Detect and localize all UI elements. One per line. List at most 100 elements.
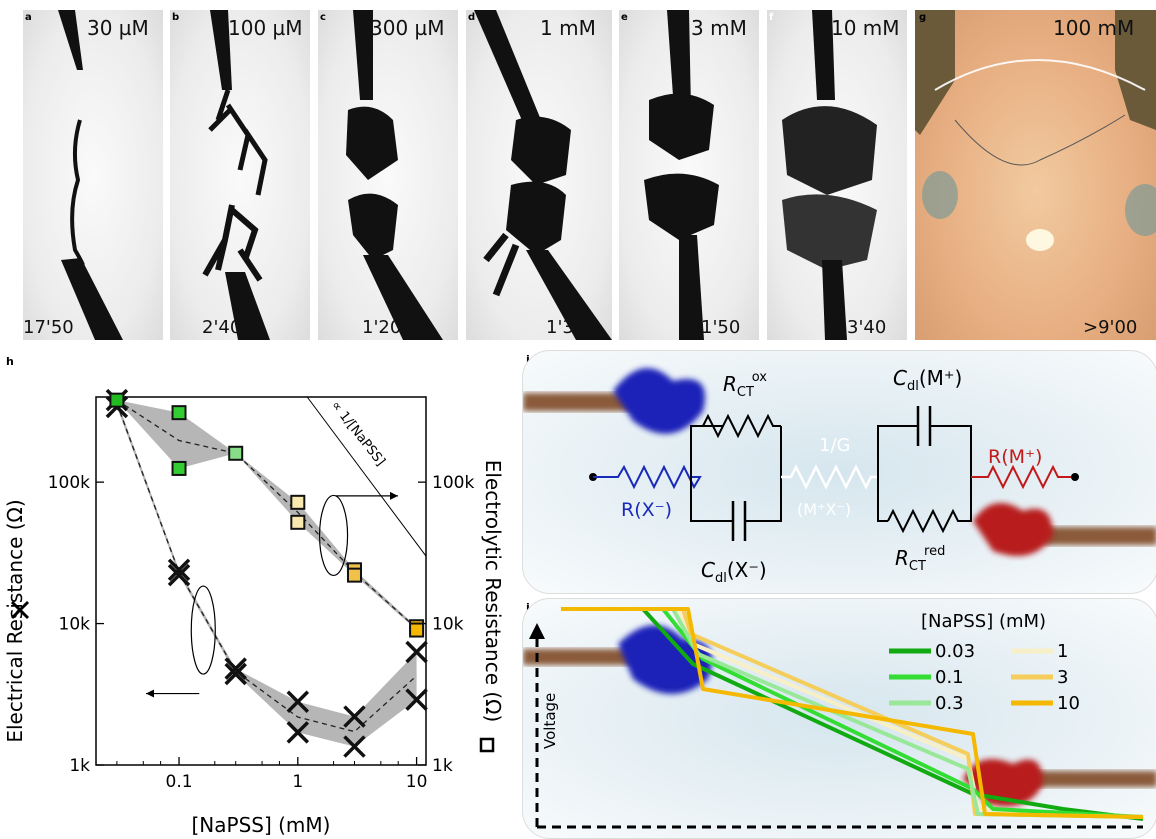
y-axis-label-right: Electrolytic Resistance (Ω) [481,460,505,723]
x-tick-label: 10 [406,772,428,792]
dendrite-image [644,10,719,340]
voltage-label: Voltage [541,693,559,749]
concentration-label: 10 mM [831,16,900,40]
photo-panel-e: e 3 mM 1'50 [619,10,759,340]
data-point-x [405,640,428,664]
legend-label: 10 [1057,693,1080,714]
plot-frame [95,396,427,766]
legend-label: 0.03 [935,641,975,662]
data-point-x [224,657,247,680]
y-tick-label-left: 1k [69,756,90,776]
label-c-dl-m: Cdl(M⁺) [893,366,962,394]
data-point-x [167,563,191,587]
y-tick-label-left: 100k [48,473,90,493]
y-tick-label-right: 10k [432,615,464,635]
y-tick-label-right: 100k [432,473,474,493]
y-tick-label-left: 10k [59,615,91,635]
data-point-x [405,688,428,711]
left-series-arrowhead [146,689,154,698]
data-point-x [167,558,191,582]
dendrite-image [346,10,443,340]
legend-title: [NaPSS] (mM) [921,611,1046,632]
x-tick-label: 0.1 [166,772,193,792]
panel-label: a [25,12,32,23]
panel-label: f [769,12,774,23]
time-label: 3'40 [847,317,887,338]
data-point-x [286,721,310,744]
electrolytic-band-mean-line [116,399,418,629]
data-point-x [286,690,310,713]
x-axis-label: [NaPSS] (mM) [192,813,331,837]
circuit-diagram: RCTox Cdl(M⁺) R(M⁺) 1/G (M⁺X⁻) R(X⁻) Cdl… [523,366,1156,586]
left-axis-marker-glyph [10,600,30,620]
photo-panel-c: c 300 µM 1'20 [318,10,458,340]
right-dendrite [973,503,1053,556]
right-axis-marker-glyph [479,737,495,753]
data-point-square [109,392,125,408]
label-r-m: R(M⁺) [988,446,1042,468]
photo-panel-a: a 30 µM 17'50 [23,10,163,340]
time-label: 1'20 [362,317,402,338]
concentration-label: 3 mM [691,16,747,40]
electrolytic-band [116,400,417,631]
x-tick-label: 1 [292,772,303,792]
data-point-square [346,567,362,583]
legend-label: 0.1 [935,667,964,688]
right-series-ellipse [318,494,349,577]
circuit-panel: RCTox Cdl(M⁺) R(M⁺) 1/G (M⁺X⁻) R(X⁻) Cdl… [522,350,1156,594]
left-wire [523,393,633,411]
panel-label: b [172,12,180,23]
resistor-r-m [971,464,1073,490]
left-series-ellipse [190,585,216,675]
concentration-label: 100 µM [228,16,303,40]
left-dendrite [613,368,705,434]
label-c-dl-x: Cdl(X⁻) [701,558,767,586]
voltage-panel: Voltage [NaPSS] (mM) 0.03 1 0.1 3 0.3 10 [522,598,1156,839]
photo-panel-g: g 100 mM >9'00 [915,10,1156,340]
time-label: 17'50 [23,317,74,338]
panel-label: e [621,12,628,23]
resistor-r-x [593,464,702,490]
data-point-square [171,405,187,421]
electrical-band [116,400,417,747]
time-label: 2'40 [202,317,242,338]
legend-label: 3 [1057,667,1068,688]
legend-label: 1 [1057,641,1068,662]
panel-label: g [919,12,927,23]
right-series-arrowhead [390,491,398,500]
concentration-label: 100 mM [1053,16,1135,40]
label-r-x: R(X⁻) [621,499,672,521]
label-g: 1/G [819,435,850,456]
time-label: >9'00 [1083,317,1138,338]
photo-panel-f: f 10 mM 3'40 [767,10,907,340]
data-point-square [290,514,306,530]
y-tick-label-right: 1k [432,756,453,776]
right-wire [1043,527,1156,545]
data-point-square [171,460,187,476]
voltage-profile-plot: Voltage [NaPSS] (mM) 0.03 1 0.1 3 0.3 10 [523,607,1156,829]
dendrite-image [58,10,123,340]
label-r-ct-ox: RCTox [723,370,767,400]
resistor-g [781,464,878,490]
data-point-x [343,705,366,728]
concentration-label: 1 mM [540,16,596,40]
device-photo [915,10,1156,251]
panel-label-h: h [6,355,14,368]
panel-label: d [468,12,476,23]
time-label: 1'50 [701,317,741,338]
data-point-square [409,622,425,638]
slope-line [306,396,427,557]
capacitor-c-dl-m [916,406,932,446]
data-point-square [228,445,244,461]
terminal-right [1071,473,1079,481]
voltage-axis-arrow [529,623,545,639]
data-point-square [290,494,306,510]
concentration-label: 30 µM [87,16,149,40]
electrical-band-mean-line [116,403,418,733]
dendrite-image [782,10,877,340]
resistor-r-ct-red [887,508,963,534]
label-m-x: (M⁺X⁻) [797,500,851,519]
photo-panel-d: d 1 mM 1'35 [466,10,612,340]
capacitor-c-dl-x [731,501,747,541]
